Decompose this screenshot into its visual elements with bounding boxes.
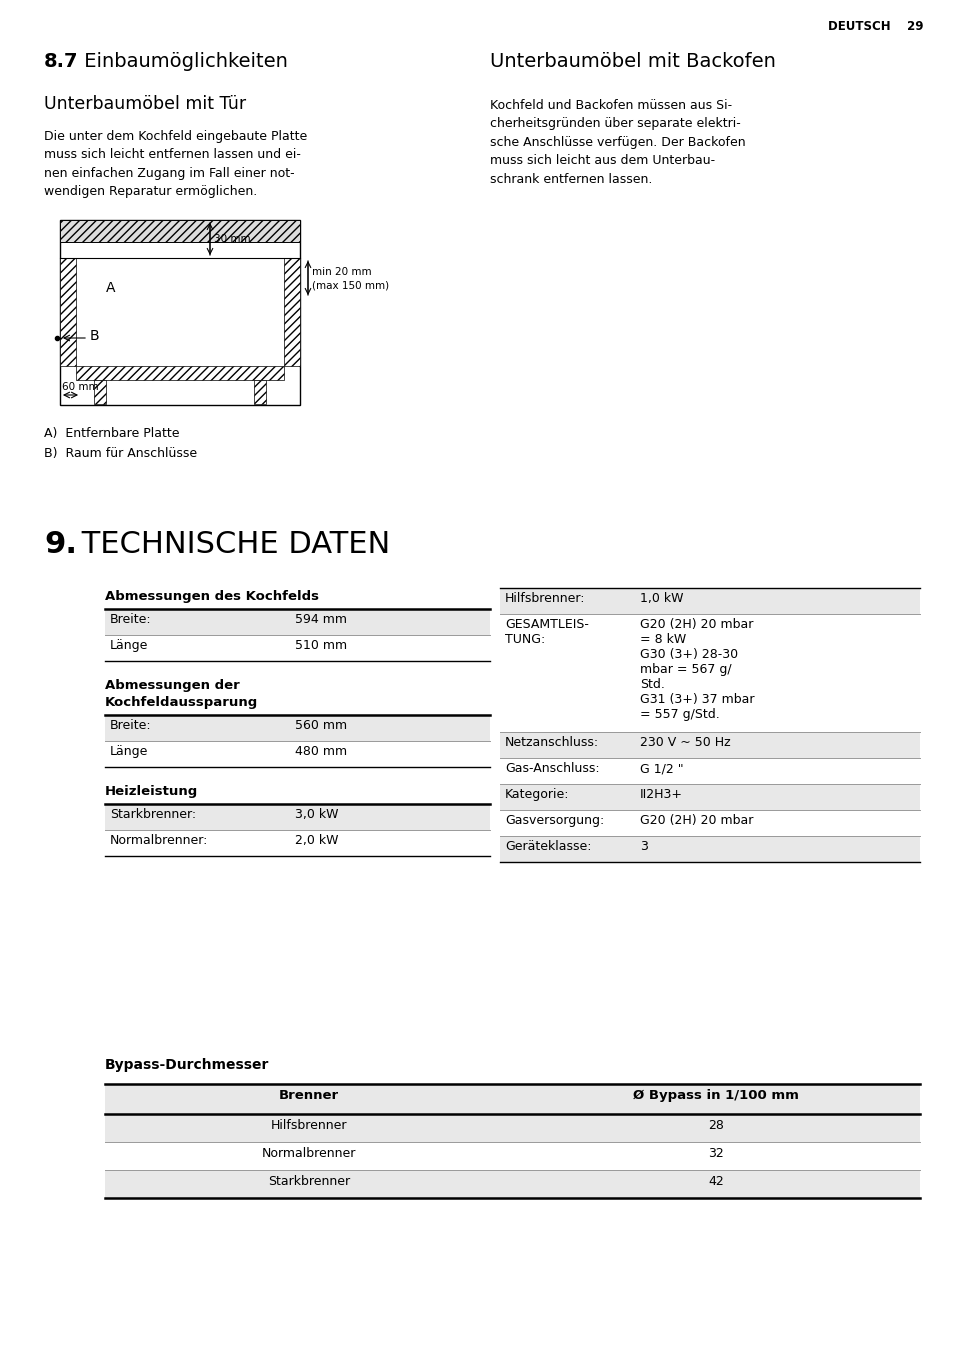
Bar [94, 380, 106, 404]
Bar [60, 220, 299, 406]
Text: Die unter dem Kochfeld eingebaute Platte
muss sich leicht entfernen lassen und e: Die unter dem Kochfeld eingebaute Platte… [44, 130, 307, 199]
Bar [105, 1142, 919, 1169]
Bar [499, 758, 919, 784]
Text: Unterbaumöbel mit Backofen: Unterbaumöbel mit Backofen [490, 51, 775, 72]
Text: Ø Bypass in 1/100 mm: Ø Bypass in 1/100 mm [633, 1088, 799, 1102]
Text: II2H3+: II2H3+ [639, 788, 682, 800]
Bar [499, 784, 919, 810]
Bar [76, 366, 284, 380]
Text: 230 V ~ 50 Hz: 230 V ~ 50 Hz [639, 735, 730, 749]
Text: 32: 32 [708, 1146, 723, 1160]
Text: 1,0 kW: 1,0 kW [639, 592, 682, 604]
Bar [105, 715, 490, 741]
Text: Gasversorgung:: Gasversorgung: [504, 814, 603, 827]
Text: 9.: 9. [44, 530, 77, 558]
Text: Geräteklasse:: Geräteklasse: [504, 840, 591, 853]
Text: 3: 3 [639, 840, 647, 853]
Text: Einbaumöglichkeiten: Einbaumöglichkeiten [78, 51, 288, 72]
Bar [105, 1169, 919, 1198]
Text: G20 (2H) 20 mbar: G20 (2H) 20 mbar [639, 814, 753, 827]
Bar [499, 614, 919, 731]
Text: 2,0 kW: 2,0 kW [294, 834, 338, 846]
Text: Bypass-Durchmesser: Bypass-Durchmesser [105, 1059, 269, 1072]
Bar [105, 635, 490, 661]
Text: 480 mm: 480 mm [294, 745, 347, 758]
Text: Kochfeld und Backofen müssen aus Si-
cherheitsgründen über separate elektri-
sch: Kochfeld und Backofen müssen aus Si- che… [490, 99, 745, 187]
Text: Unterbaumöbel mit Tür: Unterbaumöbel mit Tür [44, 95, 246, 114]
Text: G 1/2 ": G 1/2 " [639, 763, 683, 775]
Text: 8.7: 8.7 [44, 51, 78, 72]
Text: min 20 mm: min 20 mm [312, 266, 372, 277]
Text: 28: 28 [707, 1119, 723, 1132]
Bar [105, 804, 490, 830]
Bar [499, 588, 919, 614]
Text: Normalbrenner:: Normalbrenner: [110, 834, 208, 846]
Bar [60, 258, 76, 366]
Text: GESAMTLEIS-
TUNG:: GESAMTLEIS- TUNG: [504, 618, 588, 646]
Bar [60, 220, 299, 242]
Bar [499, 731, 919, 758]
Text: 560 mm: 560 mm [294, 719, 347, 731]
Text: G20 (2H) 20 mbar
= 8 kW
G30 (3+) 28-30
mbar = 567 g/
Std.
G31 (3+) 37 mbar
= 557: G20 (2H) 20 mbar = 8 kW G30 (3+) 28-30 m… [639, 618, 754, 721]
Bar [253, 380, 266, 404]
Text: 60 mm: 60 mm [62, 383, 98, 392]
Text: 3,0 kW: 3,0 kW [294, 808, 338, 821]
Text: Länge: Länge [110, 639, 149, 652]
Text: A)  Entfernbare Platte: A) Entfernbare Platte [44, 427, 179, 439]
Bar [105, 830, 490, 856]
Text: Gas-Anschluss:: Gas-Anschluss: [504, 763, 599, 775]
Bar [105, 1114, 919, 1142]
Bar [499, 836, 919, 863]
Text: Normalbrenner: Normalbrenner [261, 1146, 355, 1160]
Text: 30 mm: 30 mm [213, 234, 251, 243]
Text: Breite:: Breite: [110, 612, 152, 626]
Text: TECHNISCHE DATEN: TECHNISCHE DATEN [71, 530, 390, 558]
Text: Brenner: Brenner [278, 1088, 338, 1102]
Text: A: A [106, 281, 115, 295]
Text: Abmessungen der
Kochfeldaussparung: Abmessungen der Kochfeldaussparung [105, 679, 258, 708]
Text: Kategorie:: Kategorie: [504, 788, 569, 800]
Text: Länge: Länge [110, 745, 149, 758]
Bar [499, 810, 919, 836]
Text: Hilfsbrenner:: Hilfsbrenner: [504, 592, 585, 604]
Text: Starkbrenner: Starkbrenner [268, 1175, 350, 1188]
Text: 510 mm: 510 mm [294, 639, 347, 652]
Bar [105, 1084, 919, 1114]
Text: 594 mm: 594 mm [294, 612, 347, 626]
Text: Netzanschluss:: Netzanschluss: [504, 735, 598, 749]
Text: Abmessungen des Kochfelds: Abmessungen des Kochfelds [105, 589, 318, 603]
Text: DEUTSCH    29: DEUTSCH 29 [827, 20, 923, 32]
Bar [105, 741, 490, 767]
Text: Hilfsbrenner: Hilfsbrenner [271, 1119, 347, 1132]
Text: B: B [90, 329, 99, 343]
Bar [284, 258, 299, 366]
Text: Breite:: Breite: [110, 719, 152, 731]
Text: Heizleistung: Heizleistung [105, 786, 198, 798]
Text: B)  Raum für Anschlüsse: B) Raum für Anschlüsse [44, 448, 197, 460]
Text: Starkbrenner:: Starkbrenner: [110, 808, 196, 821]
Text: (max 150 mm): (max 150 mm) [312, 281, 389, 291]
Text: 42: 42 [708, 1175, 723, 1188]
Bar [105, 608, 490, 635]
